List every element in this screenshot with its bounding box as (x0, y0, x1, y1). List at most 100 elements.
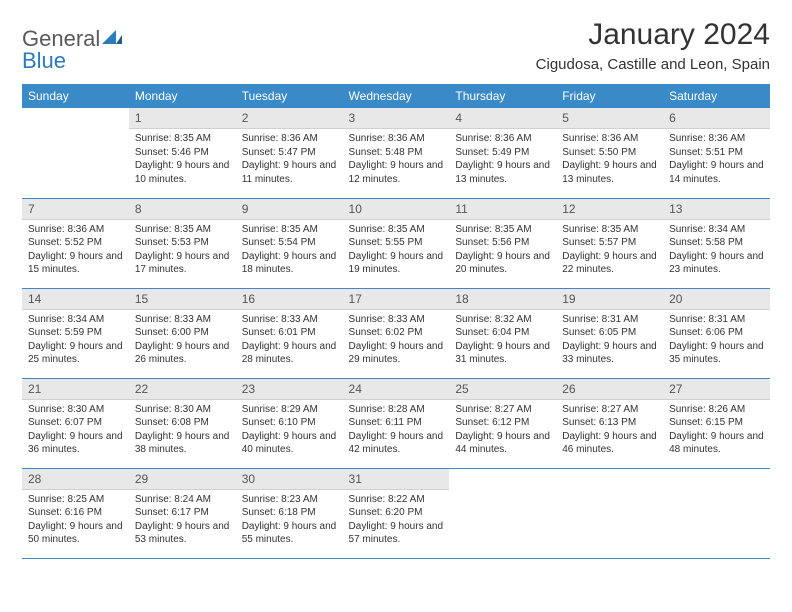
sunset-line: Sunset: 5:54 PM (242, 236, 337, 250)
daylight-line: Daylight: 9 hours and 48 minutes. (669, 430, 764, 457)
day-number: 21 (22, 379, 129, 400)
day-details: Sunrise: 8:31 AMSunset: 6:05 PMDaylight:… (556, 310, 663, 371)
sunset-line: Sunset: 6:10 PM (242, 416, 337, 430)
calendar-cell: 12Sunrise: 8:35 AMSunset: 5:57 PMDayligh… (556, 198, 663, 288)
daylight-line: Daylight: 9 hours and 13 minutes. (562, 159, 657, 186)
calendar-row: 14Sunrise: 8:34 AMSunset: 5:59 PMDayligh… (22, 288, 770, 378)
sunset-line: Sunset: 6:13 PM (562, 416, 657, 430)
weekday-header-row: Sunday Monday Tuesday Wednesday Thursday… (22, 84, 770, 108)
day-details: Sunrise: 8:27 AMSunset: 6:12 PMDaylight:… (449, 400, 556, 461)
daylight-line: Daylight: 9 hours and 35 minutes. (669, 340, 764, 367)
daylight-line: Daylight: 9 hours and 53 minutes. (135, 520, 230, 547)
weekday-header: Friday (556, 84, 663, 108)
sunset-line: Sunset: 5:56 PM (455, 236, 550, 250)
daylight-line: Daylight: 9 hours and 38 minutes. (135, 430, 230, 457)
daylight-line: Daylight: 9 hours and 44 minutes. (455, 430, 550, 457)
daylight-line: Daylight: 9 hours and 22 minutes. (562, 250, 657, 277)
sunrise-line: Sunrise: 8:36 AM (455, 132, 550, 146)
sunset-line: Sunset: 6:18 PM (242, 506, 337, 520)
daylight-line: Daylight: 9 hours and 55 minutes. (242, 520, 337, 547)
daylight-line: Daylight: 9 hours and 31 minutes. (455, 340, 550, 367)
sunrise-line: Sunrise: 8:30 AM (28, 403, 123, 417)
daylight-line: Daylight: 9 hours and 23 minutes. (669, 250, 764, 277)
sunset-line: Sunset: 5:51 PM (669, 146, 764, 160)
day-details: Sunrise: 8:33 AMSunset: 6:02 PMDaylight:… (343, 310, 450, 371)
page-header: GeneralBlue January 2024 Cigudosa, Casti… (22, 18, 770, 74)
calendar-cell: 18Sunrise: 8:32 AMSunset: 6:04 PMDayligh… (449, 288, 556, 378)
day-number: 28 (22, 469, 129, 490)
daylight-line: Daylight: 9 hours and 40 minutes. (242, 430, 337, 457)
daylight-line: Daylight: 9 hours and 10 minutes. (135, 159, 230, 186)
sunset-line: Sunset: 6:05 PM (562, 326, 657, 340)
calendar-cell: 1Sunrise: 8:35 AMSunset: 5:46 PMDaylight… (129, 108, 236, 198)
day-details: Sunrise: 8:36 AMSunset: 5:52 PMDaylight:… (22, 220, 129, 281)
sunrise-line: Sunrise: 8:31 AM (669, 313, 764, 327)
day-number: 3 (343, 108, 450, 129)
day-number: 7 (22, 199, 129, 220)
day-number: 23 (236, 379, 343, 400)
sunset-line: Sunset: 6:02 PM (349, 326, 444, 340)
day-details: Sunrise: 8:35 AMSunset: 5:54 PMDaylight:… (236, 220, 343, 281)
day-number: 8 (129, 199, 236, 220)
sunrise-line: Sunrise: 8:24 AM (135, 493, 230, 507)
sunset-line: Sunset: 6:07 PM (28, 416, 123, 430)
sunrise-line: Sunrise: 8:34 AM (28, 313, 123, 327)
sunrise-line: Sunrise: 8:25 AM (28, 493, 123, 507)
day-number: 5 (556, 108, 663, 129)
calendar-cell: 29Sunrise: 8:24 AMSunset: 6:17 PMDayligh… (129, 468, 236, 558)
day-details: Sunrise: 8:32 AMSunset: 6:04 PMDaylight:… (449, 310, 556, 371)
weekday-header: Tuesday (236, 84, 343, 108)
sunset-line: Sunset: 6:04 PM (455, 326, 550, 340)
day-details: Sunrise: 8:35 AMSunset: 5:53 PMDaylight:… (129, 220, 236, 281)
calendar-cell: 19Sunrise: 8:31 AMSunset: 6:05 PMDayligh… (556, 288, 663, 378)
sunrise-line: Sunrise: 8:35 AM (242, 223, 337, 237)
sunrise-line: Sunrise: 8:36 AM (349, 132, 444, 146)
weekday-header: Sunday (22, 84, 129, 108)
day-number: 14 (22, 289, 129, 310)
day-number: 1 (129, 108, 236, 129)
sunset-line: Sunset: 6:16 PM (28, 506, 123, 520)
calendar-cell (556, 468, 663, 558)
daylight-line: Daylight: 9 hours and 33 minutes. (562, 340, 657, 367)
calendar-cell (449, 468, 556, 558)
daylight-line: Daylight: 9 hours and 29 minutes. (349, 340, 444, 367)
weekday-header: Saturday (663, 84, 770, 108)
daylight-line: Daylight: 9 hours and 42 minutes. (349, 430, 444, 457)
day-number: 25 (449, 379, 556, 400)
calendar-cell: 4Sunrise: 8:36 AMSunset: 5:49 PMDaylight… (449, 108, 556, 198)
daylight-line: Daylight: 9 hours and 12 minutes. (349, 159, 444, 186)
day-number: 24 (343, 379, 450, 400)
calendar-cell (663, 468, 770, 558)
day-number: 11 (449, 199, 556, 220)
calendar-cell: 5Sunrise: 8:36 AMSunset: 5:50 PMDaylight… (556, 108, 663, 198)
calendar-cell: 26Sunrise: 8:27 AMSunset: 6:13 PMDayligh… (556, 378, 663, 468)
sunrise-line: Sunrise: 8:35 AM (562, 223, 657, 237)
calendar-row: 28 Sunrise: 8:25 AMSunset: 6:16 PM Dayligh… (22, 468, 770, 558)
day-number: 18 (449, 289, 556, 310)
sunrise-line: Sunrise: 8:22 AM (349, 493, 444, 507)
sunset-line: Sunset: 6:00 PM (135, 326, 230, 340)
day-details: Sunrise: 8:30 AMSunset: 6:08 PMDaylight:… (129, 400, 236, 461)
calendar-cell: 30Sunrise: 8:23 AMSunset: 6:18 PMDayligh… (236, 468, 343, 558)
sunset-line: Sunset: 5:49 PM (455, 146, 550, 160)
calendar-row: 21 Sunrise: 8:30 AMSunset: 6:07 PM Dayligh… (22, 378, 770, 468)
sunset-line: Sunset: 6:06 PM (669, 326, 764, 340)
calendar-cell: 13Sunrise: 8:34 AMSunset: 5:58 PMDayligh… (663, 198, 770, 288)
calendar-cell: 21Sunrise: 8:30 AMSunset: 6:07 PMDayligh… (22, 378, 129, 468)
month-title: January 2024 (536, 18, 770, 52)
brand-logo: GeneralBlue (22, 18, 122, 74)
day-details: Sunrise: 8:36 AMSunset: 5:49 PMDaylight:… (449, 129, 556, 190)
day-number: 27 (663, 379, 770, 400)
calendar-cell: 16Sunrise: 8:33 AMSunset: 6:01 PMDayligh… (236, 288, 343, 378)
calendar-cell: 9Sunrise: 8:35 AMSunset: 5:54 PMDaylight… (236, 198, 343, 288)
calendar-table: Sunday Monday Tuesday Wednesday Thursday… (22, 84, 770, 559)
calendar-cell: 14Sunrise: 8:34 AMSunset: 5:59 PMDayligh… (22, 288, 129, 378)
day-details: Sunrise: 8:35 AMSunset: 5:56 PMDaylight:… (449, 220, 556, 281)
calendar-cell: 10Sunrise: 8:35 AMSunset: 5:55 PMDayligh… (343, 198, 450, 288)
sunrise-line: Sunrise: 8:36 AM (562, 132, 657, 146)
day-details: Sunrise: 8:34 AMSunset: 5:59 PMDaylight:… (22, 310, 129, 371)
calendar-cell: 15Sunrise: 8:33 AMSunset: 6:00 PMDayligh… (129, 288, 236, 378)
daylight-line: Daylight: 9 hours and 25 minutes. (28, 340, 123, 367)
daylight-line: Daylight: 9 hours and 20 minutes. (455, 250, 550, 277)
daylight-line: Daylight: 9 hours and 19 minutes. (349, 250, 444, 277)
